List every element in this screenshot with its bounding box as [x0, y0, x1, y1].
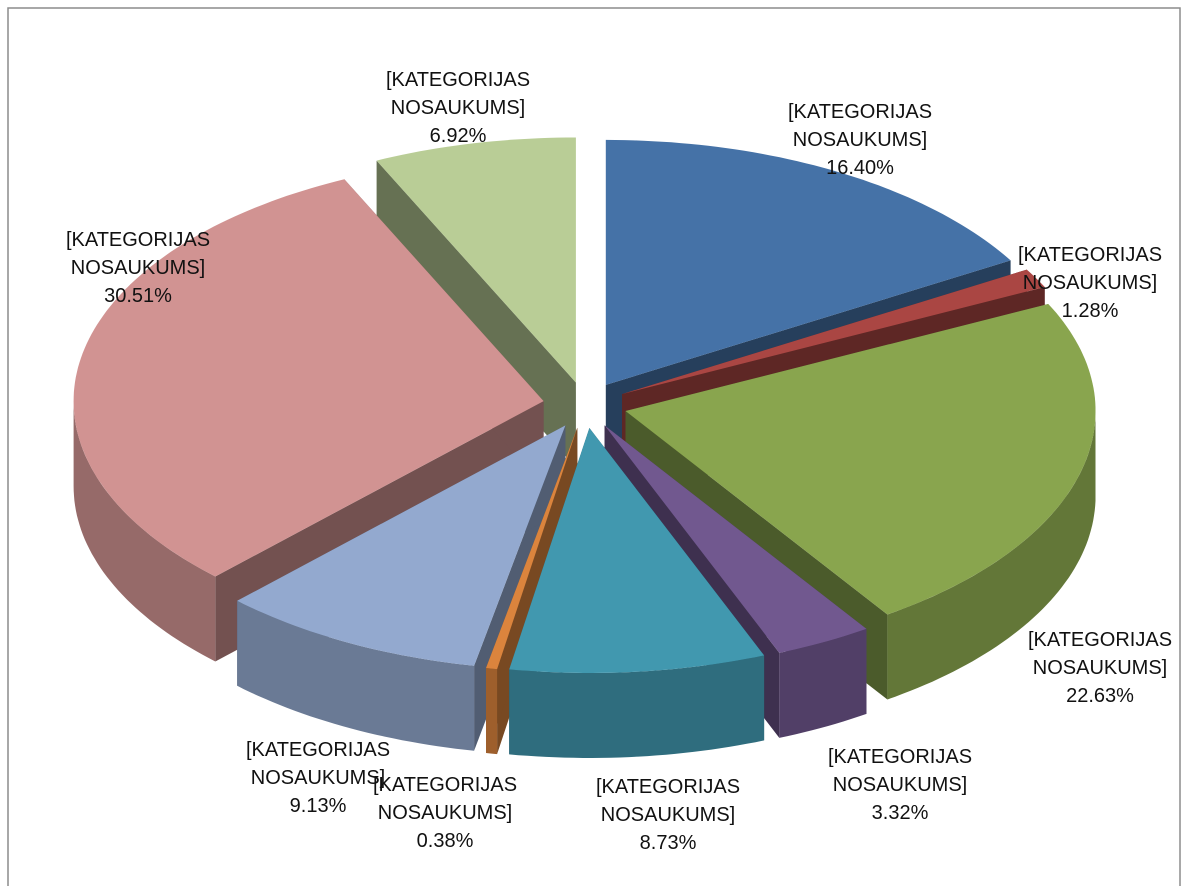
category-label: [KATEGORIJAS NOSAUKUMS]	[595, 776, 741, 826]
category-label: [KATEGORIJAS NOSAUKUMS]	[372, 774, 518, 824]
category-label: [KATEGORIJAS NOSAUKUMS]	[65, 229, 211, 279]
data-label: [KATEGORIJAS NOSAUKUMS] 6.92%	[368, 66, 548, 150]
chart-frame	[7, 7, 1181, 886]
data-label: [KATEGORIJAS NOSAUKUMS] 22.63%	[1010, 626, 1186, 710]
slice-wall	[509, 655, 765, 758]
slice-wall	[73, 401, 216, 662]
value-label: 22.63%	[1066, 685, 1134, 707]
value-label: 16.40%	[826, 157, 894, 179]
value-label: 6.92%	[429, 125, 487, 147]
data-label: [KATEGORIJAS NOSAUKUMS] 3.32%	[810, 743, 990, 827]
category-label: [KATEGORIJAS NOSAUKUMS]	[1017, 244, 1163, 294]
category-label: [KATEGORIJAS NOSAUKUMS]	[245, 739, 391, 789]
slice	[605, 139, 1011, 385]
value-label: 30.51%	[104, 285, 172, 307]
value-label: 1.28%	[1061, 300, 1119, 322]
category-label: [KATEGORIJAS NOSAUKUMS]	[787, 101, 933, 151]
slice	[604, 425, 867, 653]
slice	[486, 427, 578, 670]
slice	[622, 269, 1045, 395]
data-label: [KATEGORIJAS NOSAUKUMS] 8.73%	[578, 773, 758, 857]
data-label: [KATEGORIJAS NOSAUKUMS] 0.38%	[355, 771, 535, 855]
value-label: 0.38%	[416, 830, 474, 852]
data-label: [KATEGORIJAS NOSAUKUMS] 30.51%	[48, 226, 228, 310]
slice	[73, 179, 544, 577]
value-label: 3.32%	[871, 802, 929, 824]
data-label: [KATEGORIJAS NOSAUKUMS] 9.13%	[228, 736, 408, 820]
category-label: [KATEGORIJAS NOSAUKUMS]	[827, 746, 973, 796]
slice-wall	[486, 668, 498, 755]
slice-wall	[887, 411, 1096, 700]
value-label: 8.73%	[639, 832, 697, 854]
slice	[509, 428, 765, 673]
slice	[237, 425, 566, 666]
slice	[625, 304, 1096, 615]
slice-side	[486, 427, 578, 753]
data-label: [KATEGORIJAS NOSAUKUMS] 16.40%	[770, 98, 950, 182]
category-label: [KATEGORIJAS NOSAUKUMS]	[1027, 629, 1173, 679]
data-label: [KATEGORIJAS NOSAUKUMS] 1.28%	[1000, 241, 1180, 325]
value-label: 9.13%	[289, 795, 347, 817]
category-label: [KATEGORIJAS NOSAUKUMS]	[385, 69, 531, 119]
slice	[376, 137, 576, 383]
slice-wall	[237, 600, 475, 751]
slice-wall	[779, 628, 867, 738]
